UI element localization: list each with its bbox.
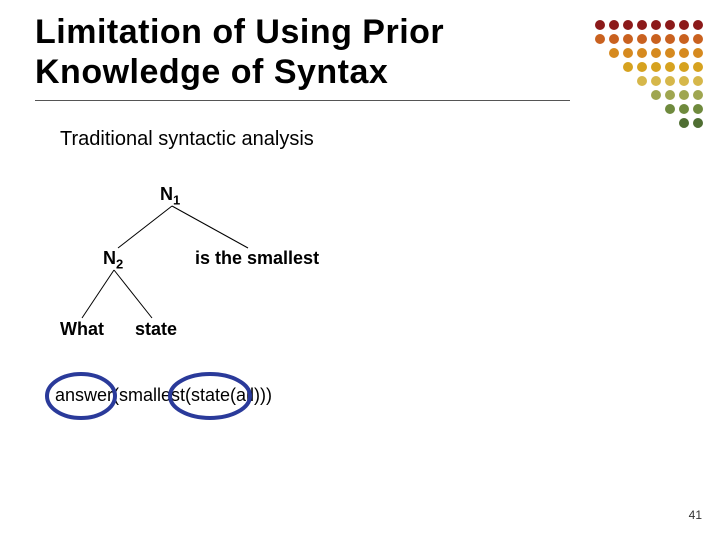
slide-number: 41: [689, 508, 702, 522]
formula-text: answer(smallest(state(all))): [55, 385, 272, 406]
decor-dot: [637, 48, 647, 58]
decor-dot: [665, 104, 675, 114]
decor-dot: [651, 20, 661, 30]
decor-dot: [651, 34, 661, 44]
n2-label: N: [103, 248, 116, 268]
decor-dot: [693, 118, 703, 128]
n1-sub: 1: [173, 193, 180, 208]
decor-dot: [693, 20, 703, 30]
decor-dot: [651, 62, 661, 72]
decor-dot: [665, 76, 675, 86]
decor-dot: [595, 34, 605, 44]
decor-dot: [637, 62, 647, 72]
decor-dot: [693, 90, 703, 100]
decor-dot: [693, 76, 703, 86]
decor-dot: [693, 104, 703, 114]
decor-dot: [679, 76, 689, 86]
decor-dot: [609, 34, 619, 44]
subtitle: Traditional syntactic analysis: [60, 128, 314, 151]
decor-dot: [651, 90, 661, 100]
decor-dot: [623, 20, 633, 30]
decor-dot: [679, 62, 689, 72]
decor-dot: [679, 118, 689, 128]
slide-title: Limitation of Using Prior Knowledge of S…: [35, 12, 444, 92]
decor-dot: [665, 90, 675, 100]
decor-dot: [623, 62, 633, 72]
decor-dot: [679, 104, 689, 114]
decor-dot: [637, 20, 647, 30]
decor-dot: [651, 76, 661, 86]
tree-node-n1: N1: [160, 184, 180, 208]
n2-sub: 2: [116, 257, 123, 272]
decor-dot: [693, 62, 703, 72]
decor-dot: [623, 48, 633, 58]
title-line-1: Limitation of Using Prior: [35, 13, 444, 51]
decor-dot: [595, 20, 605, 30]
tree-leaf-state: state: [135, 319, 177, 340]
decor-dot: [665, 20, 675, 30]
title-line-2: Knowledge of Syntax: [35, 53, 388, 91]
decor-dot: [609, 20, 619, 30]
decor-dot: [665, 62, 675, 72]
tree-node-n2: N2: [103, 248, 123, 272]
decor-dot: [679, 90, 689, 100]
decor-dot: [637, 76, 647, 86]
decor-dot: [637, 34, 647, 44]
tree-leaf-what: What: [60, 319, 104, 340]
decor-dot: [609, 48, 619, 58]
decor-dot: [693, 48, 703, 58]
decor-dot: [665, 48, 675, 58]
decor-dot: [693, 34, 703, 44]
decor-dot: [623, 34, 633, 44]
decor-dot: [651, 48, 661, 58]
title-underline: [35, 100, 570, 101]
decor-dot: [679, 20, 689, 30]
n1-label: N: [160, 184, 173, 204]
tree-leaf-smallest: is the smallest: [195, 248, 319, 269]
decor-dot: [679, 48, 689, 58]
decor-dot: [665, 34, 675, 44]
decor-dot: [679, 34, 689, 44]
